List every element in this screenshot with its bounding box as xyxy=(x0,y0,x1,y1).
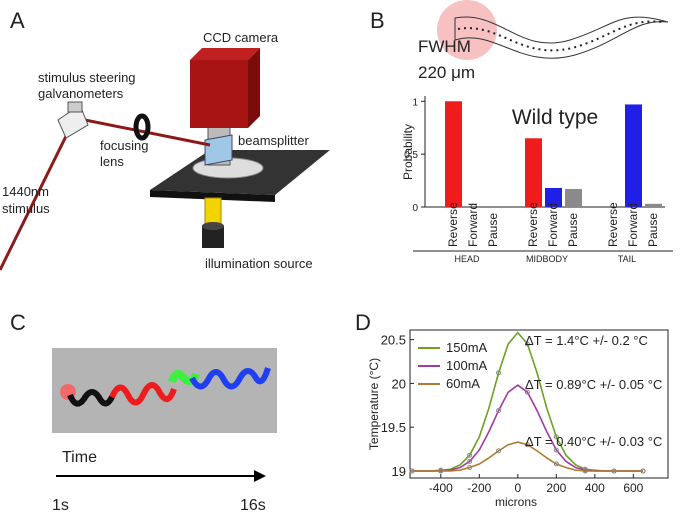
point xyxy=(496,370,502,376)
diagram-label: 1440nm xyxy=(2,184,49,199)
y-axis-label: Temperature (°C) xyxy=(367,358,381,450)
series-label: Pause xyxy=(486,213,500,247)
line xyxy=(411,384,643,472)
bar xyxy=(525,138,542,207)
point xyxy=(467,464,473,470)
annotation: ΔT = 0.89°C +/- 0.05 °C xyxy=(525,377,662,392)
plot-frame xyxy=(409,329,669,479)
bar xyxy=(625,104,642,207)
time-start: 1s xyxy=(52,497,69,514)
diagram-label: focusing xyxy=(100,138,148,153)
annotation: ΔT = 0.40°C +/- 0.03 °C xyxy=(525,434,662,449)
x-tick-label: 400 xyxy=(585,481,605,495)
diagram-label: CCD camera xyxy=(203,30,279,45)
bar xyxy=(445,101,462,207)
series-label: Pause xyxy=(566,213,580,247)
series-label: Reverse xyxy=(526,202,540,247)
point xyxy=(611,468,617,474)
x-tick-label: TAIL xyxy=(618,254,636,264)
point xyxy=(467,458,473,464)
series-label: Forward xyxy=(626,203,640,247)
diagram-label: stimulus xyxy=(2,201,50,216)
series-label: Reverse xyxy=(606,202,620,247)
setup-drawing xyxy=(0,48,330,271)
time-label: Time xyxy=(62,449,97,466)
diagram-label: stimulus steering xyxy=(38,70,136,85)
y-tick-label: 20 xyxy=(392,376,406,391)
point xyxy=(553,434,559,440)
point xyxy=(438,468,444,474)
x-tick-label: 0 xyxy=(514,481,521,495)
point xyxy=(496,448,502,454)
annotation: ΔT = 1.4°C +/- 0.2 °C xyxy=(525,333,648,348)
legend-label: 150mA xyxy=(446,340,488,355)
y-axis-label: Probability xyxy=(401,124,415,180)
y-tick-label: 0.5 xyxy=(404,150,418,161)
series-label: Pause xyxy=(646,213,660,247)
panel-label: A xyxy=(10,8,25,33)
point xyxy=(496,408,502,414)
y-tick-label: 1 xyxy=(412,97,418,108)
legend-label: 100mA xyxy=(446,358,488,373)
y-tick-label: 19 xyxy=(392,464,406,479)
fwhm-value: 220 μm xyxy=(418,63,475,82)
panel-label: B xyxy=(370,8,385,33)
point xyxy=(409,468,415,474)
x-axis-label: microns xyxy=(495,495,537,509)
point xyxy=(640,468,646,474)
time-end: 16s xyxy=(240,497,266,514)
point xyxy=(553,447,559,453)
worm-drawing xyxy=(437,0,669,60)
point xyxy=(553,461,559,467)
annotation: Wild type xyxy=(512,106,598,129)
point xyxy=(467,452,473,458)
panel-label: C xyxy=(10,310,26,335)
panel-label: D xyxy=(355,310,371,335)
x-tick-label: 600 xyxy=(623,481,643,495)
x-tick-label: HEAD xyxy=(454,254,480,264)
x-tick-label: MIDBODY xyxy=(526,254,568,264)
diagram-label: illumination source xyxy=(205,256,313,271)
line xyxy=(411,441,643,472)
y-tick-label: 19.5 xyxy=(381,420,406,435)
bar xyxy=(645,203,662,207)
diagram-label: beamsplitter xyxy=(238,133,309,148)
x-tick-label: -400 xyxy=(429,481,453,495)
bar xyxy=(565,189,582,207)
point xyxy=(582,468,588,474)
y-tick-label: 20.5 xyxy=(381,333,406,348)
x-tick-label: 200 xyxy=(546,481,566,495)
point xyxy=(524,389,530,395)
series-label: Reverse xyxy=(446,202,460,247)
diagram-label: lens xyxy=(100,154,124,169)
series-label: Forward xyxy=(546,203,560,247)
x-tick-label: -200 xyxy=(467,481,491,495)
worm-track-image xyxy=(52,348,277,482)
point xyxy=(524,341,530,347)
y-tick-label: 0 xyxy=(412,203,418,214)
legend-label: 60mA xyxy=(446,376,480,391)
diagram-label: galvanometers xyxy=(38,86,124,101)
point xyxy=(524,442,530,448)
bar xyxy=(545,187,562,207)
fwhm-label: FWHM xyxy=(418,37,471,56)
series-label: Forward xyxy=(466,203,480,247)
